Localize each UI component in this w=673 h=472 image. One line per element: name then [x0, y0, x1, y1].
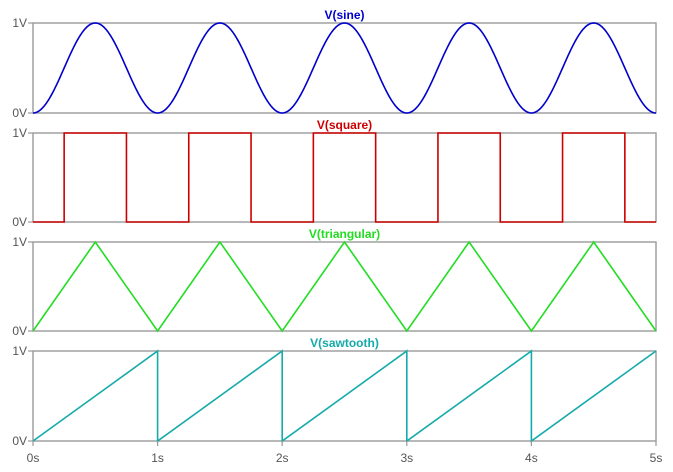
x-tick-label: 1s [151, 451, 164, 465]
y-tick-label: 0V [12, 106, 27, 120]
panel-title: V(triangular) [309, 227, 380, 241]
panel-title: V(sawtooth) [310, 336, 379, 350]
x-axis: 0s 1s 2s 3s 4s 5s [27, 441, 663, 465]
panel-sine: 1V 0V V(sine) [12, 8, 657, 120]
panel-triangular: 1V 0V V(triangular) [12, 227, 657, 338]
x-tick-label: 0s [27, 451, 40, 465]
panel-sawtooth: 1V 0V V(sawtooth) [12, 336, 657, 448]
y-tick-label: 0V [12, 324, 27, 338]
y-tick-label: 1V [12, 344, 27, 358]
trace-square [33, 132, 656, 223]
y-tick-label: 1V [12, 16, 27, 30]
plot-frame [32, 350, 657, 442]
trace-triangular [32, 240, 657, 333]
x-tick-label: 4s [525, 451, 538, 465]
trace-sine [32, 22, 657, 114]
x-tick-label: 3s [400, 451, 413, 465]
y-tick-label: 1V [12, 235, 27, 249]
y-tick-label: 1V [12, 126, 27, 140]
x-tick-label: 2s [276, 451, 289, 465]
panel-title: V(square) [317, 118, 372, 132]
panel-title: V(sine) [324, 8, 364, 22]
trace-sawtooth [32, 349, 657, 443]
panel-square: 1V 0V V(square) [12, 118, 657, 229]
y-tick-label: 0V [12, 434, 27, 448]
x-tick-label: 5s [650, 451, 663, 465]
y-tick-label: 0V [12, 215, 27, 229]
